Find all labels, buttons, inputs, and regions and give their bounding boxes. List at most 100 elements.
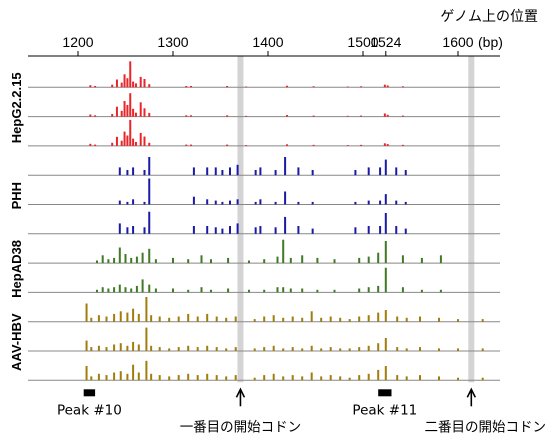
- data-bar: [346, 86, 349, 88]
- highlight-band: [468, 56, 475, 383]
- data-bar: [177, 375, 180, 381]
- data-bar: [386, 85, 389, 88]
- data-bar: [358, 375, 361, 381]
- data-bar: [85, 340, 88, 351]
- data-bar: [358, 347, 361, 351]
- data-bar: [276, 256, 279, 264]
- data-bar: [215, 375, 218, 381]
- peak-label: Peak #11: [352, 402, 417, 418]
- data-bar: [221, 228, 224, 234]
- data-bar: [119, 343, 122, 351]
- data-bar: [187, 373, 190, 381]
- data-bar: [141, 252, 144, 264]
- data-bar: [90, 317, 93, 322]
- data-bar: [289, 288, 292, 293]
- data-bar: [395, 167, 398, 176]
- data-bar: [126, 345, 129, 351]
- data-bar: [126, 135, 129, 146]
- data-bar: [150, 315, 153, 322]
- data-bar: [289, 257, 292, 264]
- data-bar: [259, 199, 262, 205]
- x-tick-label: 1600: [442, 34, 473, 50]
- data-bar: [94, 144, 97, 146]
- data-bar: [367, 287, 370, 293]
- data-bar: [316, 257, 319, 264]
- data-bar: [229, 226, 231, 234]
- data-bar: [310, 311, 313, 322]
- data-bar: [148, 157, 151, 176]
- data-bar: [377, 343, 380, 351]
- data-bar: [377, 312, 380, 322]
- data-bar: [113, 257, 116, 264]
- data-bar: [329, 375, 332, 381]
- data-bar: [150, 373, 153, 381]
- data-bar: [481, 348, 484, 351]
- data-bar: [115, 79, 118, 88]
- data-bar: [177, 316, 180, 322]
- data-bar: [301, 288, 304, 293]
- data-bar: [185, 115, 188, 117]
- data-bar: [118, 284, 121, 293]
- data-bar: [245, 145, 248, 146]
- data-bar: [401, 115, 404, 117]
- data-bar: [148, 84, 151, 88]
- data-bar: [158, 347, 161, 351]
- data-bar: [367, 345, 370, 351]
- data-bar: [130, 288, 133, 293]
- data-bar: [200, 255, 203, 264]
- data-bar: [143, 108, 146, 117]
- data-bar: [401, 255, 404, 264]
- data-bar: [348, 319, 351, 322]
- data-bar: [214, 227, 217, 234]
- data-bar: [339, 376, 342, 381]
- data-bar: [396, 347, 399, 351]
- data-bar: [420, 257, 423, 264]
- data-bar: [274, 227, 277, 234]
- data-bar: [120, 110, 123, 117]
- axis-title: ゲノム上の位置: [440, 9, 538, 25]
- data-bar: [158, 316, 161, 322]
- data-bar: [312, 115, 315, 117]
- data-bar: [185, 144, 188, 146]
- x-tick-label: 1200: [62, 34, 93, 50]
- data-bar: [310, 345, 313, 351]
- data-bar: [481, 319, 484, 322]
- data-bar: [284, 216, 287, 234]
- data-bar: [97, 373, 100, 381]
- data-bar: [329, 316, 332, 322]
- data-bar: [134, 112, 137, 117]
- data-bar: [384, 310, 387, 322]
- data-bar: [311, 228, 314, 234]
- data-bar: [282, 287, 285, 293]
- data-bar: [438, 317, 440, 322]
- data-bar: [236, 223, 239, 234]
- data-bar: [85, 366, 88, 381]
- data-bar: [438, 376, 440, 381]
- data-bar: [333, 259, 336, 264]
- data-bar: [118, 200, 121, 205]
- data-bar: [111, 84, 114, 88]
- data-bar: [339, 317, 342, 322]
- data-bar: [384, 241, 387, 264]
- data-bar: [132, 167, 135, 176]
- codon-label: 一番目の開始コドン: [180, 419, 302, 434]
- data-bar: [401, 287, 404, 293]
- data-bar: [111, 114, 114, 117]
- data-bar: [206, 373, 209, 381]
- data-bar: [113, 313, 116, 322]
- data-bar: [113, 372, 116, 381]
- data-bar: [420, 289, 423, 293]
- data-bar: [148, 112, 151, 117]
- data-bar: [254, 227, 257, 234]
- data-bar: [377, 285, 380, 293]
- data-bar: [187, 345, 190, 351]
- data-bar: [236, 164, 239, 176]
- data-bar: [383, 84, 386, 88]
- data-bar: [419, 347, 421, 351]
- data-bar: [96, 260, 98, 264]
- data-bar: [404, 201, 407, 205]
- data-bar: [291, 375, 294, 381]
- data-bar: [358, 288, 361, 293]
- data-bar: [379, 167, 382, 176]
- data-bar: [89, 114, 92, 117]
